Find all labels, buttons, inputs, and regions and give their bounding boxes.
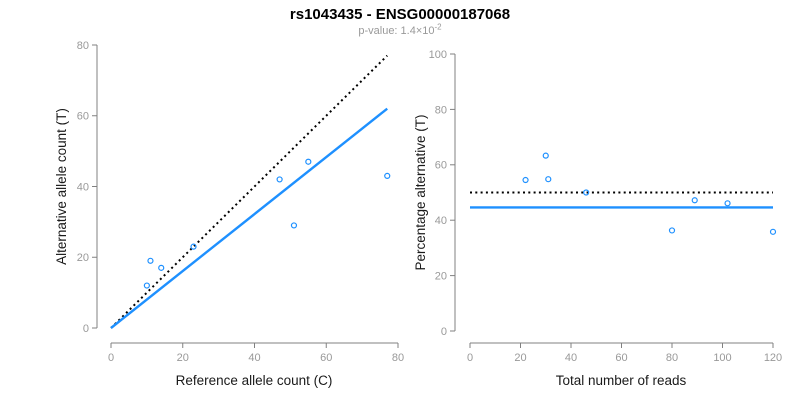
x-tick-label: 40 <box>565 352 577 364</box>
y-tick-label: 80 <box>435 104 447 116</box>
y-tick-label: 80 <box>77 40 89 52</box>
fit-line <box>110 107 388 329</box>
data-point <box>691 197 698 204</box>
x-axis-title: Reference allele count (C) <box>176 373 333 388</box>
x-tick-label: 60 <box>320 352 332 364</box>
pvalue-text: p-value: 1.4×10 <box>358 25 435 37</box>
x-tick-label: 80 <box>666 352 678 364</box>
x-tick-label: 20 <box>514 352 526 364</box>
y-tick-label: 60 <box>77 111 89 123</box>
y-tick-label: 0 <box>83 323 89 335</box>
data-point <box>158 264 165 271</box>
x-tick-label: 80 <box>392 352 404 364</box>
identity-line <box>110 54 388 329</box>
x-tick-label: 40 <box>248 352 260 364</box>
x-tick-label: 100 <box>713 352 731 364</box>
x-tick-label: 120 <box>764 352 782 364</box>
y-tick-label: 40 <box>77 181 89 193</box>
data-point <box>305 158 312 165</box>
x-tick-label: 60 <box>615 352 627 364</box>
figure-title: rs1043435 - ENSG00000187068 <box>289 6 511 23</box>
y-tick-label: 60 <box>435 160 447 172</box>
data-point <box>668 227 676 234</box>
y-tick-label: 0 <box>441 326 447 338</box>
y-tick-label: 40 <box>435 215 447 227</box>
data-point <box>147 257 154 264</box>
data-point <box>290 222 298 229</box>
x-axis-title: Total number of reads <box>556 373 687 388</box>
y-axis-title: Alternative allele count (T) <box>54 108 69 265</box>
data-point <box>522 176 529 184</box>
y-axis-title: Percentage alternative (T) <box>413 114 428 270</box>
x-tick-label: 0 <box>108 352 114 364</box>
data-point <box>769 228 777 235</box>
x-tick-label: 20 <box>177 352 189 364</box>
data-point <box>276 176 283 183</box>
data-point <box>724 200 731 207</box>
data-point <box>384 172 391 179</box>
data-point <box>143 282 150 289</box>
pvalue-exponent: -2 <box>434 22 442 32</box>
y-tick-label: 20 <box>77 252 89 264</box>
y-tick-label: 20 <box>435 270 447 282</box>
data-point <box>583 189 590 196</box>
data-point <box>542 152 549 159</box>
data-point <box>190 243 197 250</box>
y-tick-label: 100 <box>429 49 447 61</box>
data-point <box>545 176 552 183</box>
x-tick-label: 0 <box>467 352 473 364</box>
figure-subtitle: p-value: 1.4×10-2 <box>0 22 800 37</box>
